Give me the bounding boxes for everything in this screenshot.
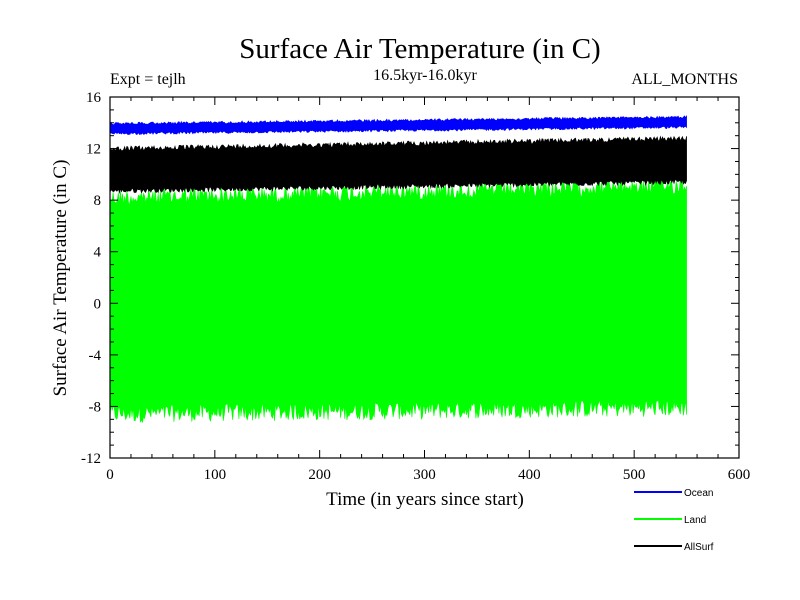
chart-title: Surface Air Temperature (in C) (239, 33, 600, 65)
months-label: ALL_MONTHS (631, 71, 738, 88)
legend-label-allsurf: AllSurf (684, 542, 714, 553)
y-tick-label: 0 (94, 296, 102, 312)
y-tick-label: 16 (86, 90, 102, 106)
x-axis-label: Time (in years since start) (326, 489, 524, 510)
legend-label-ocean: Ocean (684, 488, 713, 499)
y-tick-label: 8 (94, 193, 102, 209)
series-land-band (109, 176, 687, 424)
x-tick-label: 300 (413, 467, 436, 483)
legend: Ocean Land AllSurf (634, 488, 714, 553)
y-tick-label: 12 (86, 142, 101, 158)
ticks-layer: 0 100 200 300 400 500 600 -12 -8 -4 0 4 8 12 16 (81, 90, 750, 483)
x-tick-label: 0 (106, 467, 114, 483)
x-tick-label: 500 (623, 467, 646, 483)
y-tick-label: -8 (89, 399, 102, 415)
x-tick-label: 100 (204, 467, 227, 483)
experiment-label: Expt = tejlh (110, 71, 186, 88)
legend-label-land: Land (684, 515, 706, 526)
y-tick-label: -4 (89, 348, 102, 364)
x-tick-label: 200 (308, 467, 331, 483)
y-tick-label: -12 (81, 451, 101, 467)
chart-subtitle: 16.5kyr-16.0kyr (373, 67, 477, 84)
series-ocean-band (109, 115, 687, 135)
x-tick-label: 600 (728, 467, 751, 483)
y-axis-label: Surface Air Temperature (in C) (50, 160, 71, 397)
x-tick-label: 400 (518, 467, 541, 483)
y-tick-label: 4 (94, 245, 102, 261)
series-allsurf-band (109, 135, 687, 194)
series-layer (109, 115, 687, 424)
